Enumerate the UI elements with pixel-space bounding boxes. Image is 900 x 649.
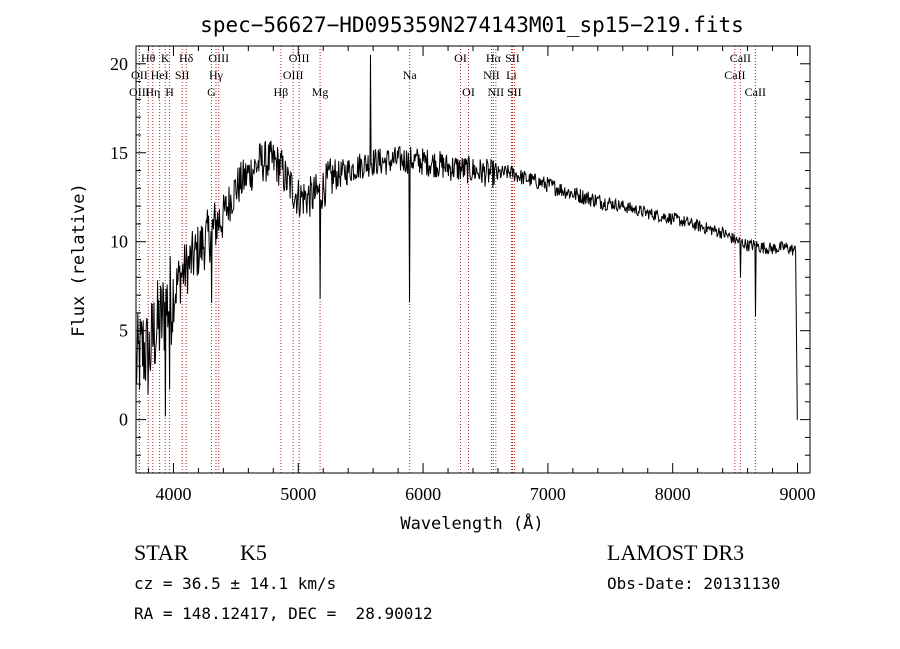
spectral-line-label: Hβ (274, 85, 289, 99)
spectral-line-label: NII (483, 68, 500, 82)
spectral-line-label: Na (403, 68, 418, 82)
spectral-line-label: OI (462, 85, 475, 99)
y-axis-label: Flux (relative) (69, 183, 89, 337)
x-tick-label: 7000 (530, 484, 566, 504)
redshift-velocity: cz = 36.5 ± 14.1 km/s (134, 574, 337, 593)
x-tick-label: 6000 (405, 484, 441, 504)
x-tick-label: 5000 (280, 484, 316, 504)
spectral-line-label: Hγ (209, 68, 224, 82)
x-tick-label: 9000 (780, 484, 816, 504)
spectral-line-label: OI (454, 51, 467, 65)
spectral-line-label: Hδ (179, 51, 194, 65)
x-tick-label: 8000 (655, 484, 691, 504)
spectral-line-label: OIII (208, 51, 229, 65)
chart-title: spec−56627−HD095359N274143M01_sp15−219.f… (200, 13, 744, 37)
x-axis-label: Wavelength (Å) (400, 512, 543, 534)
y-tick-label: 15 (110, 143, 128, 163)
spectral-line-markers (138, 46, 756, 473)
y-axis-ticks: 0 5 10 15 20 (110, 45, 810, 456)
y-tick-label: 20 (110, 54, 128, 74)
spectral-line-label: OIII (289, 51, 310, 65)
spectral-line-label: H (165, 85, 174, 99)
object-subclass: K5 (240, 540, 267, 565)
spectral-line-label: CaII (745, 85, 766, 99)
spectral-line-label: OII (131, 68, 148, 82)
plot-frame (135, 45, 811, 474)
object-class: STAR (134, 540, 189, 565)
spectral-line-label: NII (488, 85, 505, 99)
spectral-line-label: Hθ (141, 51, 156, 65)
flux-series-line (135, 54, 798, 421)
coordinates: RA = 148.12417, DEC = 28.90012 (134, 604, 433, 623)
spectral-line-label: Mg (312, 85, 329, 99)
y-tick-label: 0 (119, 410, 128, 430)
y-tick-label: 5 (119, 321, 128, 341)
spectral-line-label: G (207, 85, 216, 99)
spectral-line-label: K (161, 51, 170, 65)
spectral-line-label: SII (505, 51, 520, 65)
spectral-line-label: OIII (129, 85, 150, 99)
spectral-line-label: Hη (145, 85, 160, 99)
survey-name: LAMOST DR3 (607, 540, 745, 565)
spectral-line-label: OIII (283, 68, 304, 82)
spectral-line-label: Hα (486, 51, 502, 65)
x-axis-ticks: 4000 5000 6000 7000 8000 9000 (147, 46, 816, 504)
spectral-line-label: CaII (724, 68, 745, 82)
x-tick-label: 4000 (155, 484, 191, 504)
spectral-line-label: HeI (151, 68, 169, 82)
spectral-line-label: SII (175, 68, 190, 82)
y-tick-label: 10 (110, 232, 128, 252)
spectral-line-label: SII (507, 85, 522, 99)
observation-date: Obs-Date: 20131130 (607, 574, 781, 593)
spectral-line-label: Li (506, 68, 517, 82)
spectral-line-label: CaII (730, 51, 751, 65)
